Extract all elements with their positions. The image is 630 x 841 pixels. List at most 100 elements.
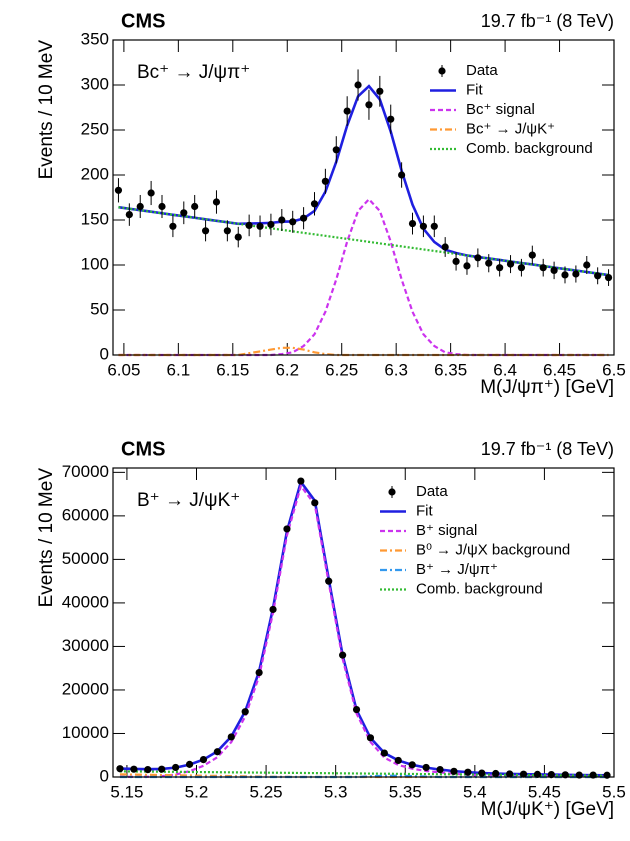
data-point: [158, 765, 166, 773]
data-point: [339, 651, 347, 659]
data-point: [441, 243, 449, 251]
data-point: [278, 216, 286, 224]
data-point: [310, 200, 319, 208]
data-point: [343, 107, 351, 115]
legend-item: Fit: [380, 502, 433, 519]
data-point: [603, 771, 611, 779]
data-point: [172, 763, 180, 772]
data-point: [419, 222, 428, 230]
legend-item: Fit: [430, 81, 483, 98]
data-point: [321, 177, 329, 185]
legend-item: Comb. background: [380, 580, 543, 597]
x-tick-label: 6.1: [167, 360, 191, 379]
x-axis-title: M(J/ψK⁺) [GeV]: [481, 799, 614, 820]
legend-label: Fit: [466, 81, 483, 98]
data-point: [136, 202, 144, 211]
legend-label: B⁺ signal: [416, 522, 477, 539]
y-axis-title: Events / 10 MeV: [36, 40, 57, 180]
data-point: [227, 733, 235, 741]
data-point: [114, 186, 123, 194]
data-point: [474, 254, 482, 262]
data-point: [594, 272, 602, 280]
x-tick-label: 5.25: [250, 782, 283, 801]
data-point: [398, 171, 406, 179]
legend-label: Comb. background: [416, 580, 543, 597]
data-point: [185, 760, 194, 768]
data-point: [354, 81, 362, 89]
legend-item: Bc⁺ → J/ψK⁺: [430, 120, 555, 137]
data-point: [283, 525, 291, 533]
legend-item: Data: [388, 483, 448, 500]
data-point: [158, 202, 166, 211]
data-point: [450, 767, 458, 775]
x-tick-label: 5.2: [185, 782, 209, 801]
data-point: [436, 766, 444, 774]
legend-label: Comb. background: [466, 140, 593, 157]
data-point: [539, 264, 547, 272]
lumi: 19.7 fb⁻¹ (8 TeV): [481, 439, 614, 459]
legend-item: Bc⁺ signal: [430, 101, 535, 118]
data-point: [269, 605, 277, 614]
legend-label: Bc⁺ → J/ψK⁺: [466, 120, 555, 137]
data-point: [256, 222, 264, 230]
x-tick-label: 6.05: [107, 360, 140, 379]
legend-label: Fit: [416, 502, 433, 519]
legend-label: B⁺ → J/ψπ⁺: [416, 561, 498, 578]
plot-frame: [112, 467, 615, 778]
data-point: [299, 214, 308, 222]
legend-label: Bc⁺ signal: [466, 101, 535, 118]
data-point: [201, 227, 210, 235]
fit-curve: [119, 483, 608, 778]
data-point: [245, 221, 253, 229]
data-point: [255, 668, 263, 677]
y-axis-title: Events / 10 MeV: [36, 468, 57, 608]
y-tick-label: 150: [81, 209, 109, 228]
data-point: [234, 233, 242, 241]
legend-item: B⁰ → J/ψX background: [380, 541, 570, 558]
fit-curve: [118, 206, 609, 277]
lumi: 19.7 fb⁻¹ (8 TeV): [481, 11, 614, 31]
data-point: [380, 749, 388, 757]
legend-swatch: [388, 488, 396, 496]
data-point: [492, 769, 500, 778]
data-point: [376, 87, 384, 95]
x-tick-label: 5.45: [528, 782, 561, 801]
y-tick-label: 100: [81, 254, 109, 273]
data-point: [213, 748, 221, 756]
data-point: [297, 477, 305, 485]
data-point: [332, 146, 340, 154]
x-tick-label: 5.3: [324, 782, 348, 801]
data-point: [478, 769, 486, 777]
data-point: [180, 209, 188, 217]
data-point: [212, 198, 221, 206]
plot-frame: [112, 39, 615, 356]
data-point: [408, 220, 417, 228]
y-tick-label: 20000: [62, 679, 109, 698]
data-point: [387, 115, 395, 123]
legend-label: Data: [466, 62, 498, 79]
data-point: [517, 264, 526, 272]
data-point: [147, 189, 155, 197]
data-point: [452, 257, 460, 265]
y-tick-label: 40000: [62, 592, 109, 611]
legend-label: Data: [416, 483, 448, 500]
y-tick-label: 350: [81, 29, 109, 48]
y-tick-label: 50: [90, 299, 109, 318]
data-point: [583, 261, 591, 269]
data-point: [496, 264, 504, 272]
panel: CMS 19.7 fb⁻¹ (8 TeV) Bc⁺ → J/ψπ⁺ Events / …: [36, 10, 626, 398]
data-point: [528, 251, 536, 259]
panel: CMS 19.7 fb⁻¹ (8 TeV) B⁺ → J/ψK⁺ Events / 1…: [36, 438, 626, 820]
data-point: [506, 260, 515, 268]
x-tick-label: 6.5: [602, 360, 626, 379]
experiment: CMS: [121, 10, 165, 32]
x-axis-title: M(J/ψπ⁺) [GeV]: [480, 377, 614, 398]
data-point: [561, 271, 569, 279]
x-tick-label: 5.15: [110, 782, 143, 801]
data-point: [365, 101, 373, 109]
legend-item: Comb. background: [430, 140, 593, 157]
y-tick-label: 250: [81, 119, 109, 138]
data-point: [191, 202, 199, 211]
legend-item: B⁺ → J/ψπ⁺: [380, 561, 498, 578]
